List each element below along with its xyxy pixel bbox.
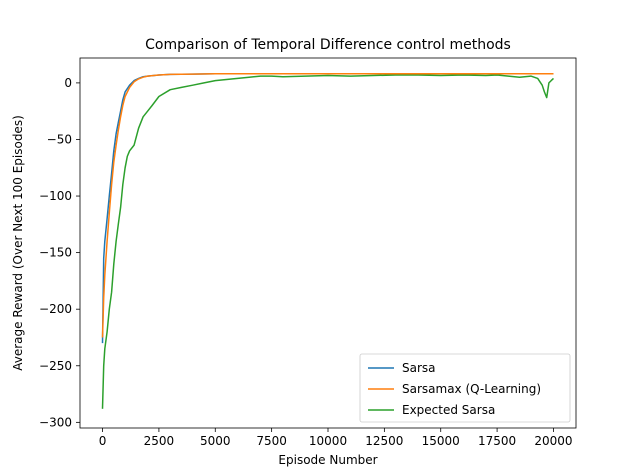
legend-label: Expected Sarsa <box>402 403 495 417</box>
x-tick-label: 0 <box>99 434 107 448</box>
x-tick-label: 17500 <box>478 434 516 448</box>
x-axis-label: Episode Number <box>278 453 377 467</box>
y-tick-label: 0 <box>64 76 72 90</box>
chart-title: Comparison of Temporal Difference contro… <box>145 37 511 53</box>
y-tick-label: −300 <box>39 415 72 429</box>
legend-label: Sarsa <box>402 361 436 375</box>
legend-box <box>359 353 571 423</box>
y-axis: 0 −50 −100 −150 −200 −250 −300 <box>39 76 80 429</box>
series-layer <box>101 73 555 409</box>
series-line-sarsamax-q-learning <box>101 73 554 338</box>
x-axis: 0 2500 5000 7500 10000 12500 15000 17500 20000 <box>99 428 573 448</box>
x-tick-label: 12500 <box>365 434 403 448</box>
x-tick-label: 15000 <box>422 434 460 448</box>
y-axis-label: Average Reward (Over Next 100 Episodes) <box>11 115 25 371</box>
y-tick-label: −200 <box>39 302 72 316</box>
legend: Sarsa Sarsamax (Q-Learning) Expected Sarsa <box>359 353 571 423</box>
x-tick-label: 7500 <box>256 434 287 448</box>
x-tick-label: 5000 <box>200 434 231 448</box>
y-tick-label: −250 <box>39 359 72 373</box>
x-tick-label: 2500 <box>144 434 175 448</box>
series-line-expected-sarsa <box>101 74 555 409</box>
y-tick-label: −150 <box>39 246 72 260</box>
legend-label: Sarsamax (Q-Learning) <box>402 382 541 396</box>
y-tick-label: −50 <box>47 132 72 146</box>
y-tick-label: −100 <box>39 189 72 203</box>
x-tick-label: 10000 <box>309 434 347 448</box>
x-tick-label: 20000 <box>534 434 572 448</box>
